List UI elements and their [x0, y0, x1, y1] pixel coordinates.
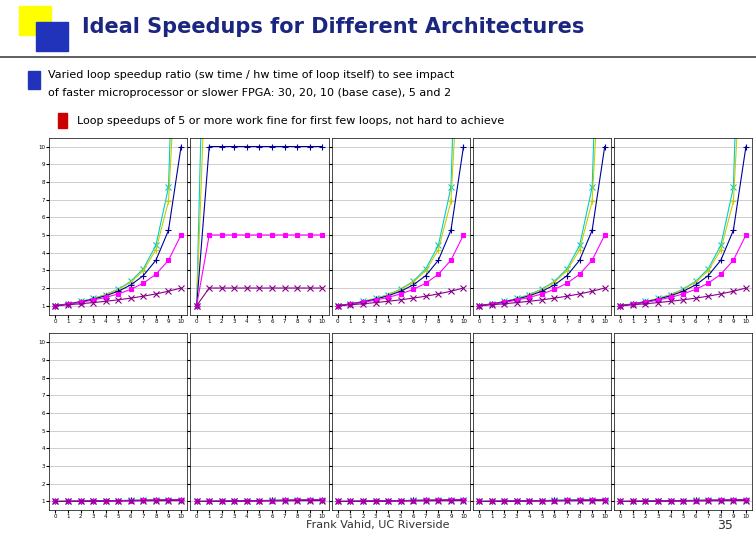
Text: Ideal Speedups for Different Architectures: Ideal Speedups for Different Architectur… [82, 17, 584, 37]
Bar [57, 113, 67, 128]
Bar [36, 22, 68, 51]
Text: Frank Vahid, UC Riverside: Frank Vahid, UC Riverside [306, 520, 450, 530]
Text: Varied loop speedup ratio (sw time / hw time of loop itself) to see impact: Varied loop speedup ratio (sw time / hw … [48, 70, 454, 79]
Bar [29, 71, 40, 89]
Text: of faster microprocessor or slower FPGA: 30, 20, 10 (base case), 5 and 2: of faster microprocessor or slower FPGA:… [48, 88, 451, 98]
Text: 35: 35 [717, 518, 733, 532]
Text: Loop speedups of 5 or more work fine for first few loops, not hard to achieve: Loop speedups of 5 or more work fine for… [77, 117, 504, 126]
Bar [19, 5, 51, 35]
